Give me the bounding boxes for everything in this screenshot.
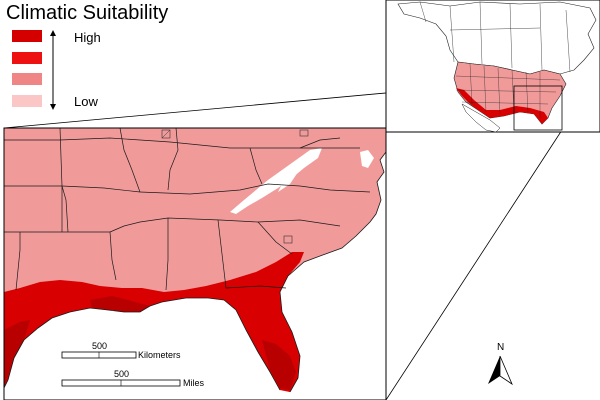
inset-map xyxy=(385,0,600,133)
inset-highlight-box xyxy=(513,85,563,131)
legend-label-low: Low xyxy=(74,94,98,109)
state-boundaries xyxy=(4,128,371,291)
north-arrow-icon: N xyxy=(488,342,513,386)
main-map-highest-suitability-florida xyxy=(262,340,296,390)
legend-swatch-highest xyxy=(12,30,42,42)
hatched-marker xyxy=(283,235,293,244)
north-arrow-label: N xyxy=(497,342,504,353)
legend-swatch-medium xyxy=(12,73,42,85)
legend-swatch-high xyxy=(12,52,42,64)
legend-title: Climatic Suitability xyxy=(6,2,169,24)
main-map-land xyxy=(4,128,386,392)
legend-gradient-arrow-icon xyxy=(50,30,56,110)
main-map-highest-suitability-texas xyxy=(4,320,30,388)
main-map-frame xyxy=(3,127,387,400)
scale-bar-miles: 500 Miles xyxy=(61,369,205,388)
chesapeake-bay xyxy=(360,150,374,168)
leader-line xyxy=(385,129,563,400)
scale-bar-kilometers-unit: Kilometers xyxy=(138,350,181,360)
legend-label-high: High xyxy=(74,30,101,45)
inset-usa-high-suitability xyxy=(456,88,548,124)
hatched-marker xyxy=(299,129,309,137)
scale-bar-miles-unit: Miles xyxy=(183,378,205,388)
scale-bar-kilometers-value: 500 xyxy=(92,341,107,351)
hatched-marker xyxy=(161,129,171,139)
legend-swatch-low xyxy=(12,95,42,107)
scale-bar-kilometers: 500 Kilometers xyxy=(61,341,181,360)
gulf-inlet xyxy=(152,302,170,316)
coastline xyxy=(4,151,386,393)
main-map-low-suitability-mountains xyxy=(230,148,322,214)
main-map-highest-suitability-louisiana xyxy=(90,296,150,312)
scale-bar-miles-value: 500 xyxy=(114,369,129,379)
main-map-low-suitability-mountains xyxy=(278,172,298,192)
gulf-inlet xyxy=(112,310,140,326)
inset-mexico xyxy=(461,103,501,133)
main-map-high-suitability-coast xyxy=(4,252,304,392)
inset-canada-boundaries xyxy=(419,1,571,73)
